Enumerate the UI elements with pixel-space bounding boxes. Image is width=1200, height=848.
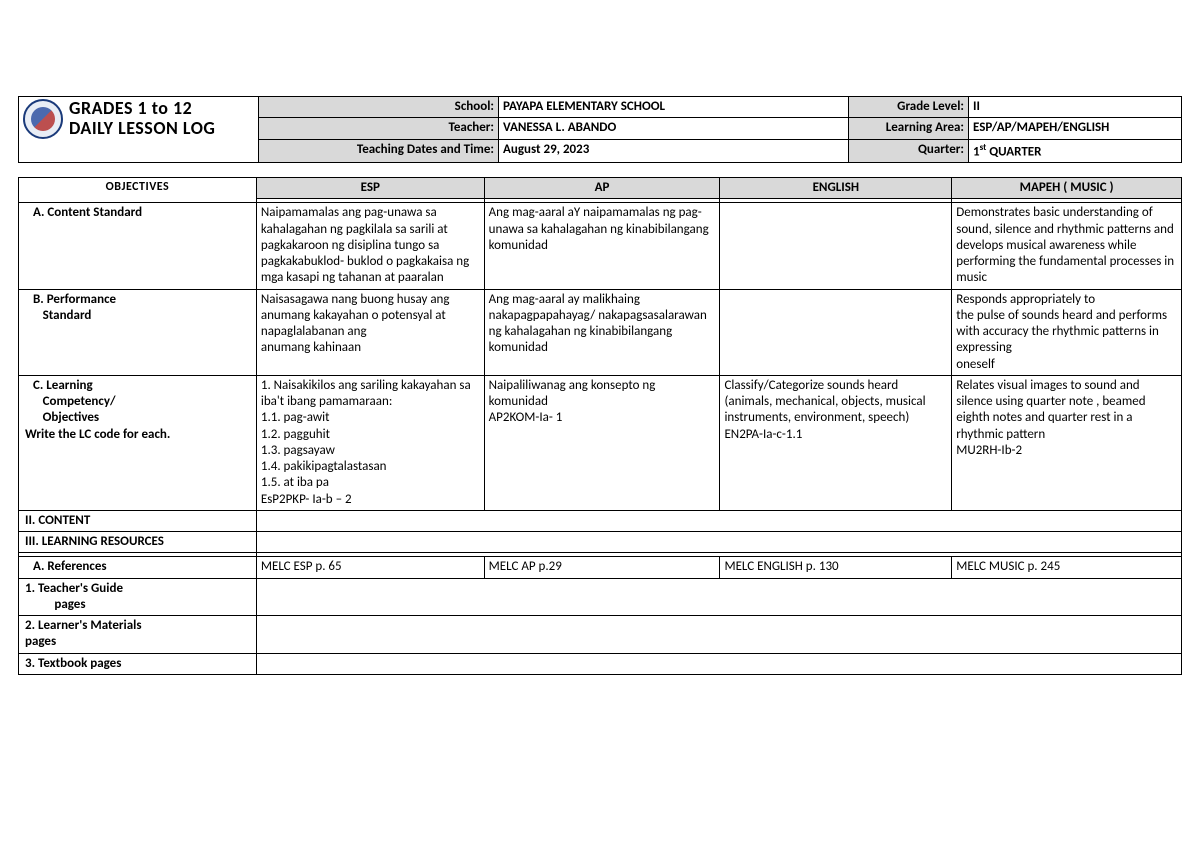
grade-value: II	[969, 97, 1182, 118]
school-value: PAYAPA ELEMENTARY SCHOOL	[499, 97, 849, 118]
row-content-standard: A. Content Standard Naipamamalas ang pag…	[19, 203, 1182, 289]
label-a: A. Content Standard	[19, 203, 257, 289]
a-mapeh: Demonstrates basic understanding of soun…	[952, 203, 1182, 289]
a-ap: Ang mag-aaral aY naipamamalas ng pag- un…	[484, 203, 720, 289]
dates-label: Teaching Dates and Time:	[259, 139, 499, 163]
col-eng: ENGLISH	[720, 178, 952, 199]
teacher-value: VANESSA L. ABANDO	[499, 118, 849, 139]
objectives-header: OBJECTIVES	[19, 178, 257, 203]
tg-body	[256, 578, 1181, 616]
quarter-num: 1	[973, 144, 980, 159]
form-title-cell: GRADES 1 to 12 DAILY LESSON LOG	[19, 97, 259, 163]
label-lm: 2. Learner's Materials pages	[19, 616, 257, 654]
label-tb: 3. Textbook pages	[19, 653, 257, 674]
label-c: C. Learning Competency/ Objectives Write…	[19, 375, 257, 510]
row-textbook: 3. Textbook pages	[19, 653, 1182, 674]
area-label: Learning Area:	[849, 118, 969, 139]
b-mapeh: Responds appropriately to the pulse of s…	[952, 289, 1182, 375]
label-ref: A. References	[19, 557, 257, 578]
c-mapeh: Relates visual images to sound and silen…	[952, 375, 1182, 510]
ref-eng: MELC ENGLISH p. 130	[720, 557, 952, 578]
ref-ap: MELC AP p.29	[484, 557, 720, 578]
lesson-table: OBJECTIVES ESP AP ENGLISH MAPEH ( MUSIC …	[18, 177, 1182, 675]
quarter-value: 1st QUARTER	[969, 139, 1182, 163]
label-iii: III. LEARNING RESOURCES	[19, 532, 257, 553]
row-learning-competency: C. Learning Competency/ Objectives Write…	[19, 375, 1182, 510]
c-eng: Classify/Categorize sounds heard (animal…	[720, 375, 952, 510]
c-esp: 1. Naisakikilos ang sariling kakayahan s…	[256, 375, 484, 510]
label-tg: 1. Teacher's Guide pages	[19, 578, 257, 616]
form-title-line2: DAILY LESSON LOG	[69, 119, 215, 139]
ref-mapeh: MELC MUSIC p. 245	[952, 557, 1182, 578]
subject-header-row: OBJECTIVES ESP AP ENGLISH MAPEH ( MUSIC …	[19, 178, 1182, 199]
col-esp: ESP	[256, 178, 484, 199]
row-references: A. References MELC ESP p. 65 MELC AP p.2…	[19, 557, 1182, 578]
quarter-label: Quarter:	[849, 139, 969, 163]
ref-esp: MELC ESP p. 65	[256, 557, 484, 578]
row-ii-content: II. CONTENT	[19, 510, 1182, 531]
c-ap: Naipaliliwanag ang konsepto ng komunidad…	[484, 375, 720, 510]
a-esp: Naipamamalas ang pag-unawa sa kahalagaha…	[256, 203, 484, 289]
header-table: GRADES 1 to 12 DAILY LESSON LOG School: …	[18, 96, 1182, 163]
row-performance-standard: B. Performance Standard Naisasagawa nang…	[19, 289, 1182, 375]
iii-body	[256, 532, 1181, 553]
dates-value: August 29, 2023	[499, 139, 849, 163]
label-ii: II. CONTENT	[19, 510, 257, 531]
col-mapeh: MAPEH ( MUSIC )	[952, 178, 1182, 199]
col-ap: AP	[484, 178, 720, 199]
b-eng	[720, 289, 952, 375]
deped-seal-icon	[23, 99, 63, 139]
row-iii-resources: III. LEARNING RESOURCES	[19, 532, 1182, 553]
lm-body	[256, 616, 1181, 654]
b-esp: Naisasagawa nang buong husay ang anumang…	[256, 289, 484, 375]
b-ap: Ang mag-aaral ay malikhaing nakapagpapah…	[484, 289, 720, 375]
row-teachers-guide: 1. Teacher's Guide pages	[19, 578, 1182, 616]
area-value: ESP/AP/MAPEH/ENGLISH	[969, 118, 1182, 139]
quarter-post: QUARTER	[986, 144, 1041, 159]
ii-body	[256, 510, 1181, 531]
row-learners-materials: 2. Learner's Materials pages	[19, 616, 1182, 654]
a-eng	[720, 203, 952, 289]
grade-label: Grade Level:	[849, 97, 969, 118]
tb-body	[256, 653, 1181, 674]
teacher-label: Teacher:	[259, 118, 499, 139]
school-label: School:	[259, 97, 499, 118]
label-b: B. Performance Standard	[19, 289, 257, 375]
